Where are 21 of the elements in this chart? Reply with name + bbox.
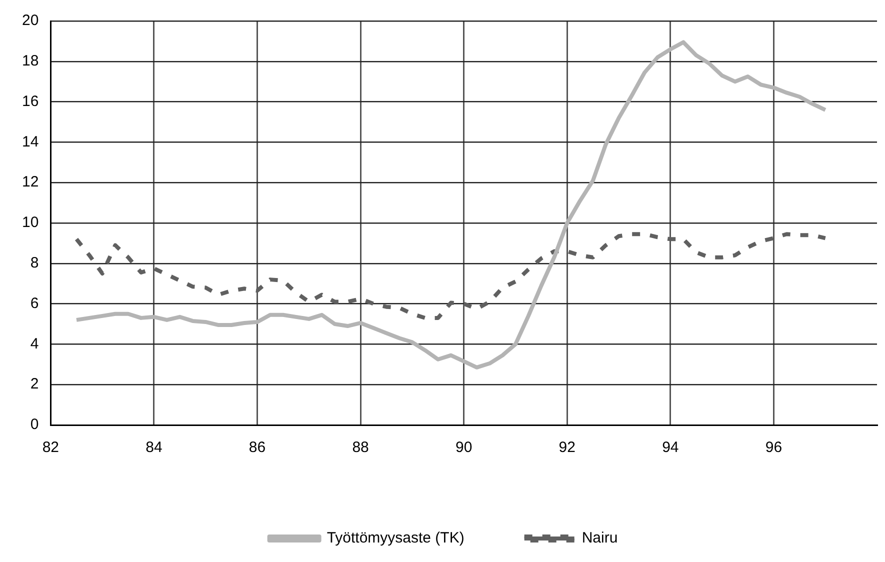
x-tick-label: 86 [248, 439, 266, 456]
y-tick-label: 10 [22, 214, 39, 232]
legend-label: Työttömyysaste (TK) [326, 530, 464, 547]
x-tick-label: 84 [146, 439, 162, 456]
y-tick-label: 2 [30, 376, 39, 393]
legend-label: Nairu [582, 530, 618, 547]
x-tick-label: 96 [765, 439, 782, 456]
y-tick-label: 16 [22, 92, 39, 110]
y-tick-label: 4 [30, 335, 39, 352]
y-tick-label: 20 [22, 12, 39, 30]
y-tick-label: 6 [30, 294, 39, 312]
x-tick-label: 82 [42, 439, 60, 456]
x-tick-label: 92 [558, 439, 576, 456]
y-tick-label: 18 [22, 52, 39, 70]
y-tick-label: 12 [22, 174, 39, 191]
x-tick-label: 94 [662, 439, 679, 456]
y-tick-label: 8 [30, 254, 39, 272]
y-tick-label: 14 [22, 133, 39, 150]
x-tick-label: 90 [456, 439, 472, 456]
x-tick-label: 88 [352, 439, 369, 456]
y-tick-label: 0 [30, 416, 39, 434]
